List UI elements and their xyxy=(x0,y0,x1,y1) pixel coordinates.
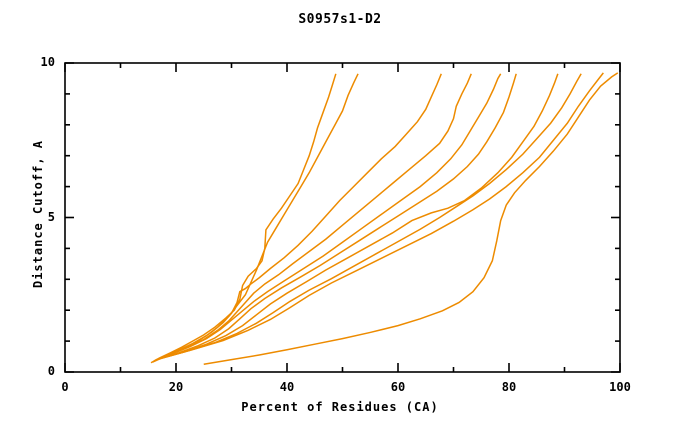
data-curves xyxy=(150,72,619,366)
curve-model-1 xyxy=(150,73,337,364)
curve-model-7 xyxy=(161,73,559,359)
x-tick-label: 60 xyxy=(390,380,406,394)
curve-model-2 xyxy=(152,73,359,363)
x-tick-label: 80 xyxy=(501,380,517,394)
y-tick-label: 5 xyxy=(47,209,55,224)
curve-model-9-outlier xyxy=(203,72,619,366)
curve-model-3 xyxy=(153,73,442,362)
x-tick-label: 40 xyxy=(279,380,295,394)
x-tick-label: 100 xyxy=(609,380,631,394)
x-axis-label: Percent of Residues (CA) xyxy=(241,400,439,414)
curve-model-8 xyxy=(164,73,582,358)
curve-model-6 xyxy=(159,73,517,360)
y-tick-label: 0 xyxy=(47,364,55,378)
axis-ticks xyxy=(64,62,621,373)
curve-model-5 xyxy=(156,73,502,361)
x-tick-label: 20 xyxy=(168,380,184,394)
curve-model-10 xyxy=(167,72,604,358)
chart-title: S0957s1-D2 xyxy=(298,12,382,27)
y-tick-label: 10 xyxy=(40,55,55,69)
curve-model-4 xyxy=(154,73,472,361)
x-tick-label: 0 xyxy=(61,380,69,394)
